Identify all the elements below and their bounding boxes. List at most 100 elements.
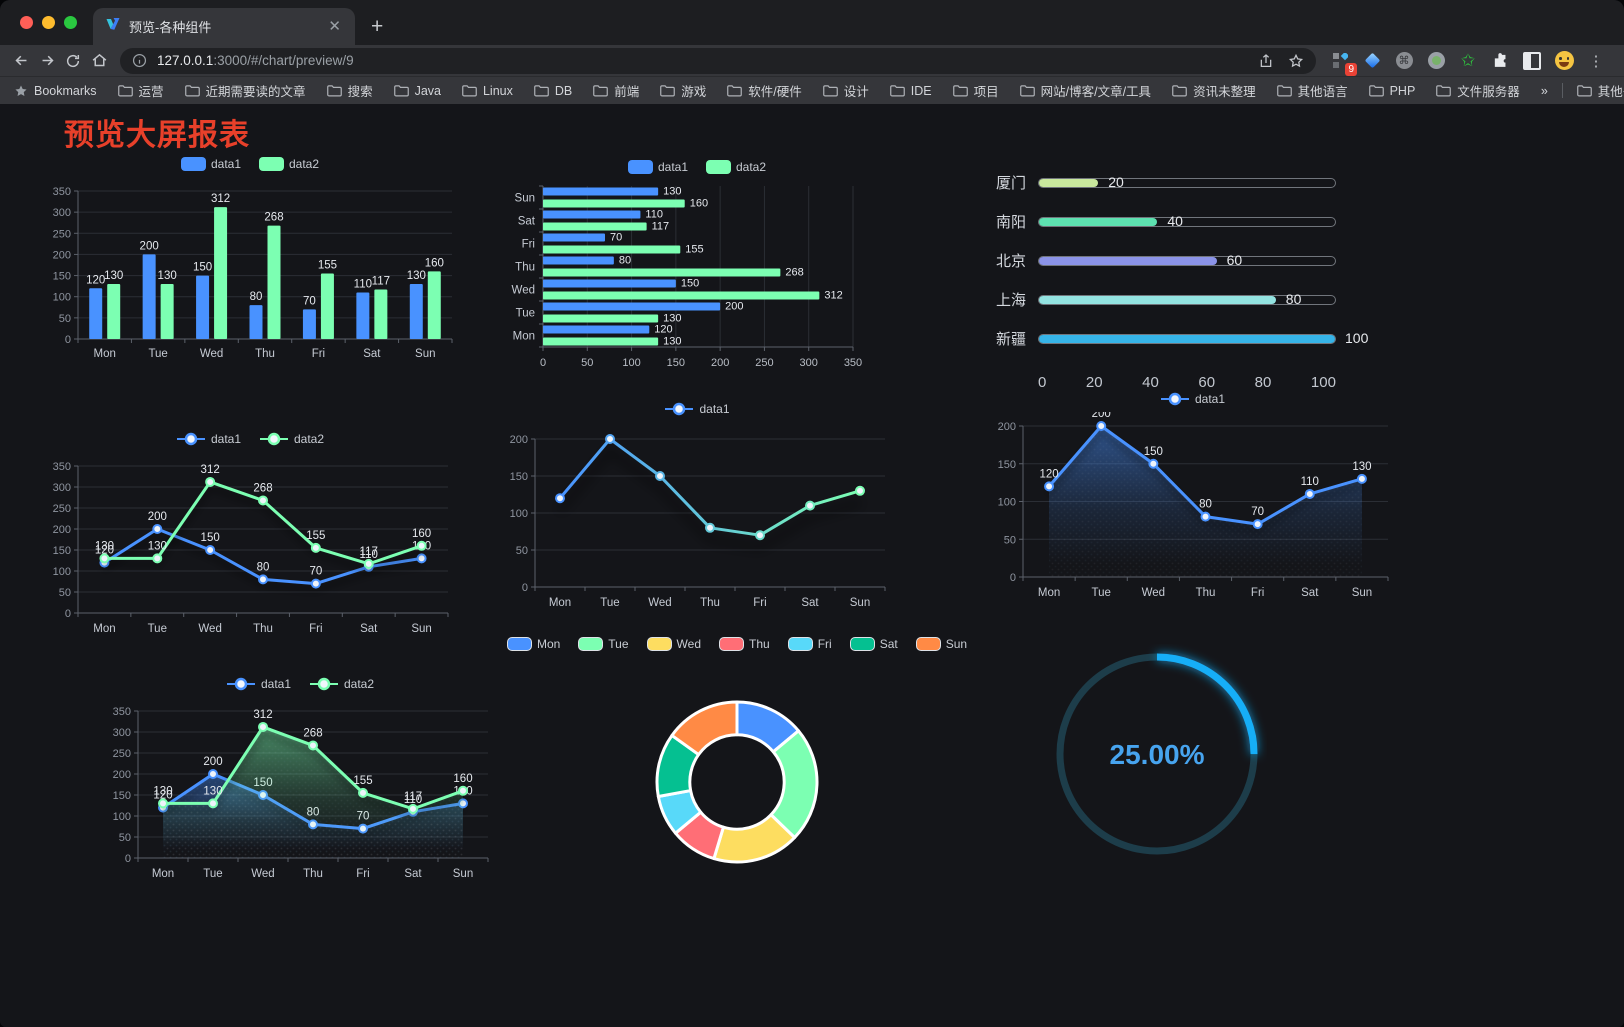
- legend-item[interactable]: Sat: [849, 637, 898, 651]
- reload-icon[interactable]: [60, 49, 86, 73]
- svg-text:Tue: Tue: [203, 868, 222, 880]
- home-icon[interactable]: [86, 49, 112, 73]
- bookmark-folder[interactable]: PHP: [1368, 81, 1415, 100]
- bookmark-folder[interactable]: 资讯未整理: [1172, 81, 1256, 100]
- browser-tab[interactable]: 预览-各种组件 ✕: [93, 8, 355, 45]
- folder-icon: [889, 85, 905, 97]
- folder-icon: [1019, 85, 1035, 97]
- chart-progress-gauge[interactable]: 25.00%: [1047, 644, 1267, 864]
- new-tab-button[interactable]: +: [371, 15, 384, 38]
- diamond-extension-icon[interactable]: [1362, 51, 1382, 71]
- legend-swatch: [849, 637, 875, 651]
- chart-double-line[interactable]: data1 data2 0 50 100 150 200 250 300 350 Mon Tue Wed…: [40, 426, 460, 641]
- address-bar[interactable]: 127.0.0.1:3000/#/chart/preview/9: [120, 47, 1316, 74]
- bookmark-folder[interactable]: 网站/博客/文章/工具: [1019, 81, 1151, 100]
- chart-grouped-bar[interactable]: data1 data2 0 50 100 150 200 250 300 350 Mon Tue Wed…: [40, 151, 460, 366]
- chart-donut[interactable]: Mon Tue Wed Thu Fri Sat Sun: [506, 631, 967, 921]
- svg-text:100: 100: [510, 508, 528, 520]
- tab-close-icon[interactable]: ✕: [328, 18, 341, 35]
- bookmark-folder[interactable]: 项目: [952, 81, 999, 100]
- tab-strip: 预览-各种组件 ✕ +: [0, 0, 1624, 45]
- chart-gradient-line[interactable]: data1 0 50 100 150 200 Mon Tue Wed Thu Fri Sat Sun: [497, 396, 897, 615]
- legend-swatch: [259, 157, 284, 171]
- bookmark-folder[interactable]: 文件服务器: [1436, 81, 1520, 100]
- bookmark-folder[interactable]: 前端: [593, 81, 639, 100]
- legend-label: Sat: [879, 637, 898, 651]
- progress-label: 上海: [995, 292, 1026, 309]
- legend-item[interactable]: data1: [1160, 392, 1225, 406]
- legend-item[interactable]: data1: [180, 157, 241, 171]
- progress-track: 100: [1038, 330, 1368, 346]
- svg-text:117: 117: [372, 276, 390, 288]
- svg-text:350: 350: [113, 706, 131, 718]
- tab-manager-extension-icon[interactable]: 9: [1330, 51, 1357, 76]
- legend-item[interactable]: data1: [176, 432, 241, 446]
- legend-item[interactable]: data2: [309, 677, 374, 691]
- zoom-window-button[interactable]: [64, 16, 77, 29]
- legend-item[interactable]: Fri: [787, 637, 832, 651]
- bookmark-folder[interactable]: 近期需要读的文章: [184, 81, 306, 100]
- other-bookmarks[interactable]: 其他书签: [1576, 81, 1624, 100]
- recorder-extension-icon[interactable]: [1426, 51, 1446, 71]
- svg-text:160: 160: [453, 773, 472, 785]
- bookmark-folder-label: 运营: [138, 85, 164, 99]
- extensions-puzzle-icon[interactable]: [1490, 51, 1510, 71]
- legend-item[interactable]: Tue: [578, 637, 629, 651]
- bookmark-folder[interactable]: IDE: [889, 81, 932, 100]
- bookmarks-root[interactable]: Bookmarks: [14, 84, 97, 98]
- bookmark-folder[interactable]: Java: [393, 81, 441, 100]
- chart-single-area[interactable]: data1 0 50 100 150 200 Mon Tue Wed Thu Fri Sat Sun 12…: [985, 386, 1400, 605]
- legend-item[interactable]: data2: [259, 157, 319, 171]
- star-extension-icon[interactable]: ✩: [1460, 51, 1476, 70]
- legend-item[interactable]: data2: [259, 432, 324, 446]
- legend-line-marker: [260, 432, 288, 446]
- bookmark-folder[interactable]: 其他语言: [1276, 81, 1348, 100]
- bookmark-folder-label: 设计: [843, 85, 869, 99]
- svg-text:Fri: Fri: [1251, 587, 1264, 599]
- chart-legend: data1 data2: [497, 154, 897, 180]
- close-window-button[interactable]: [20, 16, 33, 29]
- bookmark-folder[interactable]: 搜索: [326, 81, 373, 100]
- share-icon[interactable]: [1258, 53, 1274, 69]
- bookmark-folder[interactable]: DB: [534, 81, 572, 100]
- legend-item[interactable]: Mon: [506, 637, 560, 651]
- svg-text:Sat: Sat: [363, 348, 381, 360]
- legend-item[interactable]: data1: [226, 677, 291, 691]
- legend-item[interactable]: Wed: [646, 637, 701, 651]
- svg-text:Thu: Thu: [1196, 587, 1216, 599]
- legend-item[interactable]: data1: [664, 402, 730, 416]
- bookmark-folder[interactable]: 软件/硬件: [727, 81, 802, 100]
- bookmark-folder[interactable]: 运营: [117, 81, 164, 100]
- legend-item[interactable]: data1: [627, 160, 688, 174]
- legend-item[interactable]: Thu: [719, 637, 770, 651]
- back-icon[interactable]: [8, 49, 34, 73]
- command-extension-icon[interactable]: ⌘: [1394, 51, 1414, 71]
- url-text[interactable]: 127.0.0.1:3000/#/chart/preview/9: [157, 53, 1244, 68]
- chart-double-area[interactable]: data1 data2 0 50 100 150 200 250 300 350 Mon Tue Wed…: [100, 671, 500, 896]
- chart-horizontal-bar[interactable]: data1 data2 0 50 100 150 200 250 300 350 Sun 130 160…: [497, 154, 897, 373]
- bookmark-folder[interactable]: Linux: [462, 81, 513, 100]
- legend-item[interactable]: data2: [706, 160, 766, 174]
- bookmark-folder[interactable]: 游戏: [660, 81, 706, 100]
- svg-text:350: 350: [844, 357, 862, 369]
- folder-icon: [393, 85, 409, 97]
- site-info-icon[interactable]: [132, 53, 147, 68]
- folder-icon: [1172, 85, 1187, 97]
- forward-icon[interactable]: [34, 49, 60, 73]
- minimize-window-button[interactable]: [42, 16, 55, 29]
- sidepanel-icon[interactable]: [1522, 51, 1542, 71]
- bookmarks-overflow-chevron[interactable]: »: [1540, 83, 1548, 98]
- folder-icon: [184, 85, 200, 97]
- menu-kebab-icon[interactable]: ⋮: [1588, 52, 1604, 70]
- chart-capsule-progress[interactable]: 厦门 20 南阳 40 北京 60 上海 80 新疆 100 0 20 40 60 80 100: [980, 151, 1400, 401]
- profile-avatar[interactable]: [1554, 51, 1574, 71]
- legend-swatch: [506, 637, 532, 651]
- svg-text:Tue: Tue: [148, 348, 167, 360]
- legend-line-marker: [1160, 392, 1189, 406]
- bookmark-star-icon[interactable]: [1288, 53, 1304, 69]
- bookmark-folder[interactable]: 设计: [822, 81, 869, 100]
- legend-item[interactable]: Sun: [915, 637, 967, 651]
- svg-text:150: 150: [510, 471, 528, 483]
- progress-fill: [1039, 256, 1217, 265]
